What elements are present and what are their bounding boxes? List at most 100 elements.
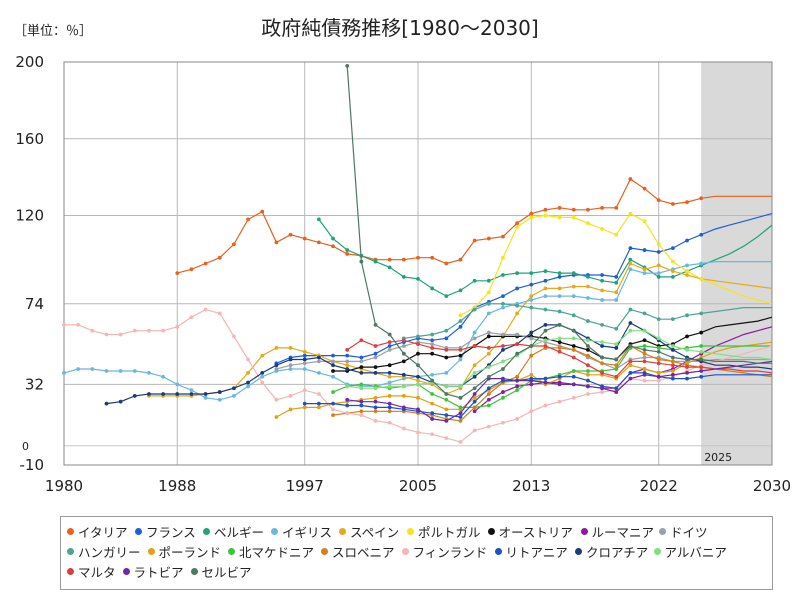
data-point: [529, 378, 534, 383]
data-point: [274, 415, 279, 419]
data-point: [458, 384, 463, 389]
data-point: [614, 280, 619, 285]
data-point: [571, 347, 576, 352]
data-point: [699, 357, 704, 362]
data-point: [600, 386, 604, 391]
data-point: [274, 367, 279, 371]
legend-marker: [67, 527, 74, 535]
data-point: [501, 294, 505, 299]
legend-item: ポルトガル: [407, 521, 486, 541]
legend-marker: [575, 547, 582, 555]
data-point: [373, 259, 378, 264]
y-tick-label: 160: [15, 130, 44, 148]
data-point: [571, 374, 576, 379]
data-point: [670, 363, 675, 368]
legend-item: ドイツ: [659, 521, 713, 541]
data-point: [359, 413, 364, 418]
data-point: [458, 324, 463, 329]
legend-label: リトアニア: [505, 544, 568, 560]
data-point: [586, 353, 590, 358]
data-point: [656, 346, 661, 350]
data-point: [401, 405, 406, 410]
data-point: [232, 386, 236, 391]
data-point: [175, 392, 180, 396]
data-point: [458, 405, 463, 410]
data-point: [217, 311, 222, 316]
data-point: [557, 399, 562, 404]
data-point: [472, 374, 477, 379]
data-point: [600, 361, 604, 366]
data-point: [685, 238, 689, 243]
data-point: [345, 411, 350, 416]
data-point: [600, 370, 604, 375]
data-point: [642, 248, 647, 252]
legend-label: ベルギー: [214, 524, 265, 540]
data-point: [529, 211, 534, 216]
data-point: [670, 202, 675, 206]
data-point: [359, 355, 364, 360]
data-point: [656, 357, 661, 362]
data-point: [557, 323, 562, 327]
data-point: [217, 390, 222, 394]
legend-item: マルタ: [67, 561, 121, 581]
data-point: [486, 301, 491, 306]
data-point: [387, 347, 392, 352]
data-point: [501, 395, 505, 400]
data-point: [430, 401, 435, 406]
data-point: [416, 334, 420, 339]
data-point: [529, 344, 534, 348]
data-point: [387, 257, 392, 262]
data-point: [486, 397, 491, 402]
data-point: [656, 317, 661, 322]
data-point: [571, 284, 576, 289]
legend-item: アルバニア: [653, 541, 733, 561]
data-point: [685, 263, 689, 268]
data-point: [118, 369, 123, 373]
data-point: [316, 240, 321, 245]
chart-legend: イタリア フランス ベルギー イギリス スペイン ポルトガル オーストリア ルーマニア ドイツハ…: [60, 516, 773, 590]
data-point: [501, 273, 505, 277]
data-point: [586, 207, 590, 212]
data-point: [401, 394, 406, 398]
data-point: [444, 294, 449, 299]
data-point: [543, 323, 548, 327]
data-point: [246, 384, 250, 389]
data-point: [571, 313, 576, 318]
data-point: [586, 296, 590, 300]
legend-label: ラトビア: [133, 564, 184, 580]
data-point: [557, 215, 562, 220]
data-point: [557, 336, 562, 341]
legend-marker: [580, 527, 588, 535]
data-point: [373, 351, 378, 356]
data-point: [430, 411, 435, 416]
data-point: [642, 186, 647, 191]
data-point: [359, 409, 364, 414]
data-point: [699, 196, 704, 201]
data-point: [246, 370, 250, 375]
data-point: [614, 326, 619, 331]
data-point: [472, 392, 477, 396]
data-point: [642, 271, 647, 275]
data-point: [387, 363, 392, 368]
data-point: [387, 380, 392, 385]
data-point: [189, 388, 194, 393]
data-point: [614, 390, 619, 394]
data-point: [571, 344, 576, 348]
data-point: [501, 390, 505, 394]
data-point: [444, 261, 449, 266]
data-point: [444, 336, 449, 341]
data-point: [515, 351, 520, 356]
data-point: [642, 328, 647, 333]
data-point: [699, 232, 704, 237]
data-point: [699, 330, 704, 335]
series-line: [106, 322, 773, 405]
data-point: [656, 198, 661, 203]
data-point: [260, 374, 265, 379]
data-point: [217, 397, 222, 402]
data-point: [331, 374, 335, 379]
data-point: [515, 388, 520, 393]
legend-item: フィンランド: [401, 541, 493, 561]
legend-item: ハンガリー: [67, 541, 146, 561]
legend-item: スペイン: [339, 521, 405, 541]
data-point: [232, 394, 236, 398]
